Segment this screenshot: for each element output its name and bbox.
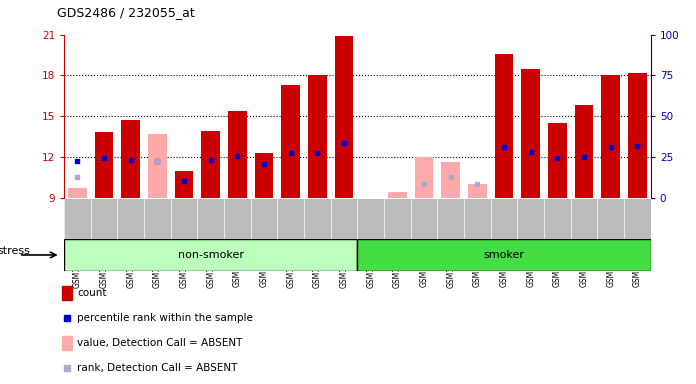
Bar xyxy=(148,134,167,198)
Bar xyxy=(601,75,620,198)
Bar xyxy=(521,69,540,198)
Text: percentile rank within the sample: percentile rank within the sample xyxy=(77,313,253,323)
Text: smoker: smoker xyxy=(484,250,525,260)
Text: non-smoker: non-smoker xyxy=(177,250,244,260)
Bar xyxy=(62,336,72,350)
Bar xyxy=(255,153,274,198)
Bar xyxy=(64,239,358,271)
Bar xyxy=(575,105,594,198)
Bar xyxy=(335,36,354,198)
Bar xyxy=(495,54,514,198)
Bar xyxy=(415,157,434,198)
Bar xyxy=(388,192,406,198)
Bar xyxy=(281,85,300,198)
Bar xyxy=(468,184,487,198)
Bar xyxy=(175,170,193,198)
Text: count: count xyxy=(77,288,107,298)
Bar xyxy=(228,111,246,198)
Text: value, Detection Call = ABSENT: value, Detection Call = ABSENT xyxy=(77,338,243,348)
Bar xyxy=(628,73,647,198)
Bar xyxy=(95,132,113,198)
Bar xyxy=(308,75,326,198)
Bar xyxy=(548,123,567,198)
Bar xyxy=(358,239,651,271)
Bar xyxy=(62,286,72,300)
Text: GDS2486 / 232055_at: GDS2486 / 232055_at xyxy=(57,6,195,19)
Bar xyxy=(68,190,87,198)
Bar xyxy=(201,131,220,198)
Bar xyxy=(68,188,87,198)
Bar xyxy=(121,120,140,198)
Text: rank, Detection Call = ABSENT: rank, Detection Call = ABSENT xyxy=(77,362,238,373)
Bar xyxy=(441,162,460,198)
Text: stress: stress xyxy=(0,246,31,256)
